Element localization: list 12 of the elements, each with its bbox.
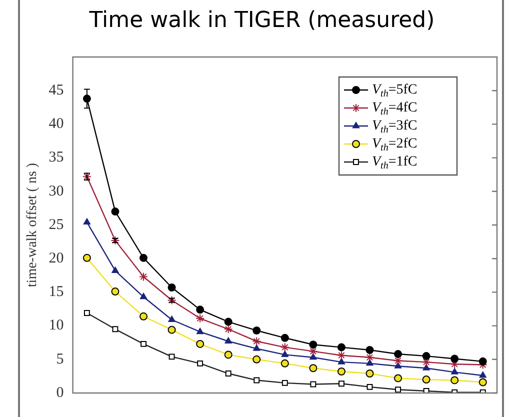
y-axis-title: time-walk offset ( ns ) bbox=[25, 162, 40, 288]
y-tick-label: 15 bbox=[48, 284, 64, 300]
y-tick-label: 5 bbox=[56, 351, 64, 368]
y-tick-label: 25 bbox=[48, 216, 64, 233]
y-tick-label: 20 bbox=[48, 250, 64, 267]
y-tick-label: 35 bbox=[48, 150, 64, 166]
y-tick-label: 0 bbox=[56, 384, 64, 401]
y-tick-label: 10 bbox=[48, 318, 64, 334]
y-tick-label: 40 bbox=[48, 116, 64, 132]
y-tick-label: 30 bbox=[48, 183, 64, 200]
y-tick-label: 45 bbox=[48, 82, 64, 99]
chart-title: Time walk in TIGER (measured) bbox=[88, 8, 436, 33]
